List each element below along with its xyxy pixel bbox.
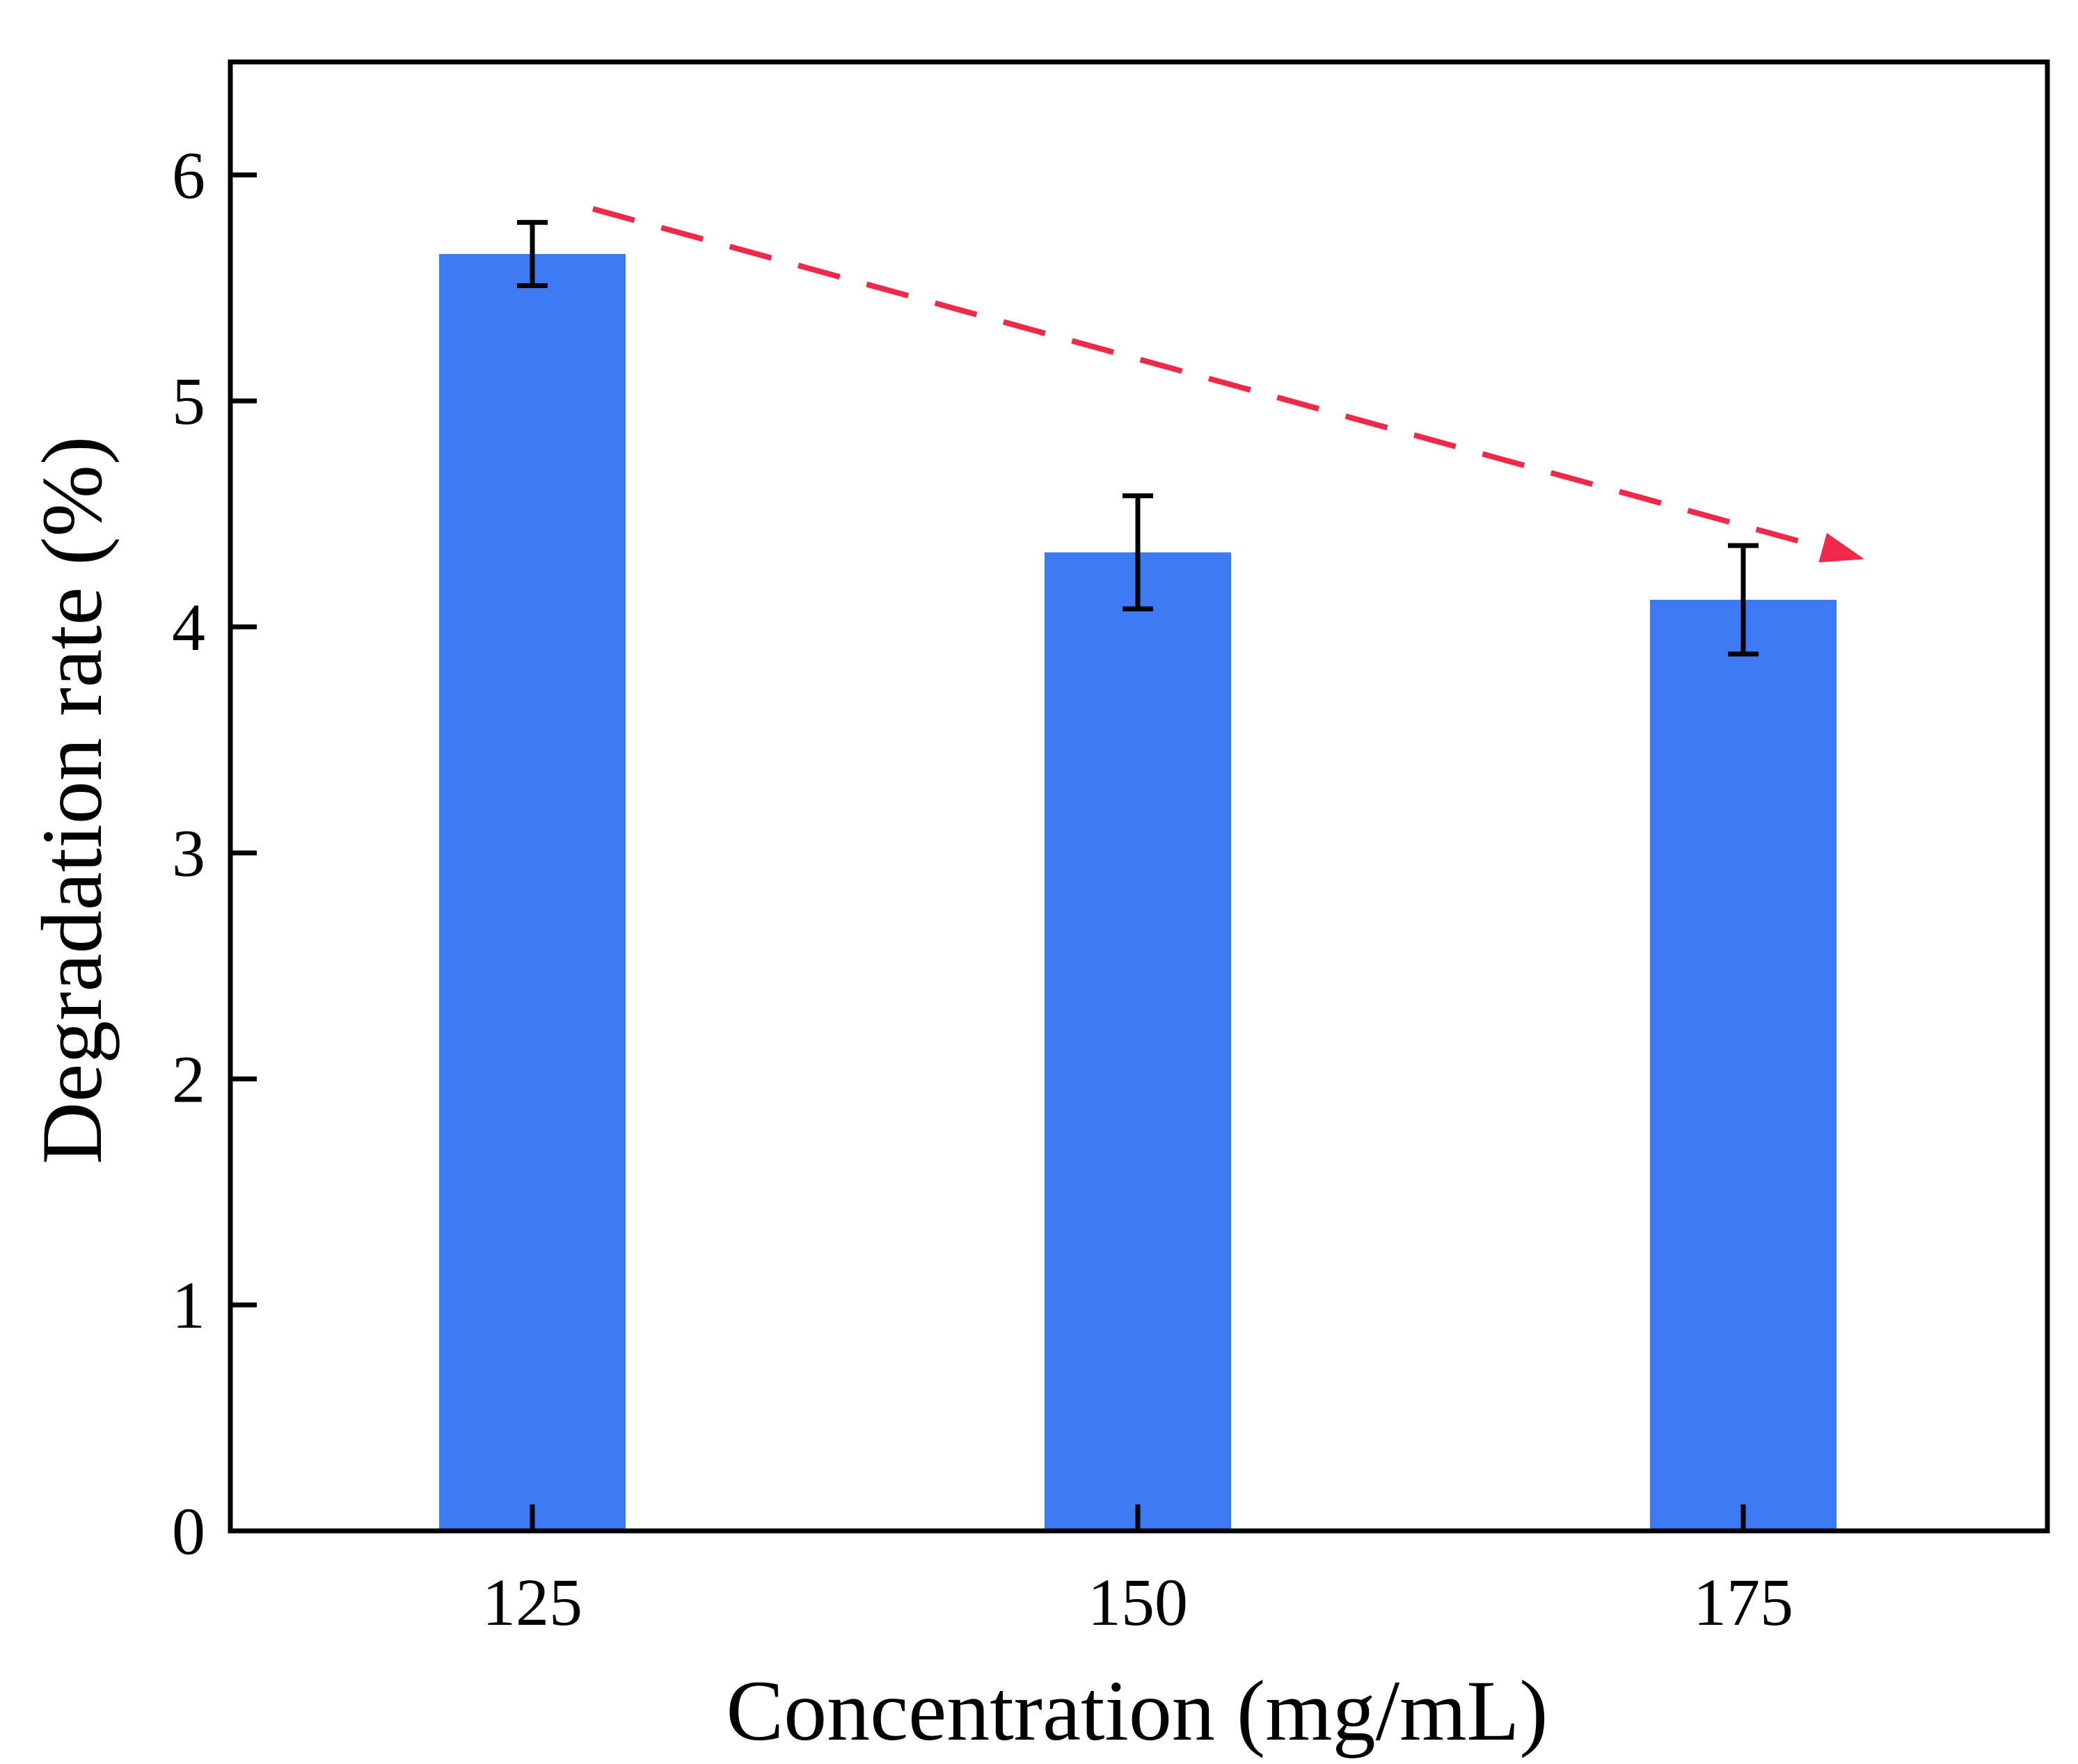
ticks-layer: 0 1 2 3 4 5 6 125 150 175 bbox=[172, 138, 1793, 1639]
bar-175 bbox=[1650, 599, 1837, 1532]
y-tick-label-4: 4 bbox=[172, 590, 205, 665]
error-bar-175 bbox=[1728, 543, 1759, 657]
x-axis-title: Concentration (mg/mL) bbox=[726, 1663, 1548, 1758]
x-tick-label-150: 150 bbox=[1088, 1565, 1188, 1639]
y-axis-title: Degradation rate (%) bbox=[24, 436, 120, 1165]
y-tick-label-3: 3 bbox=[172, 816, 205, 891]
y-tick-label-0: 0 bbox=[172, 1494, 205, 1568]
trend-arrow-line bbox=[592, 206, 1824, 550]
x-tick-label-175: 175 bbox=[1693, 1565, 1793, 1639]
y-tick-label-1: 1 bbox=[172, 1268, 205, 1342]
error-bar-125 bbox=[517, 220, 548, 289]
y-tick-label-6: 6 bbox=[172, 138, 205, 212]
bar-150 bbox=[1045, 552, 1231, 1531]
bar-125 bbox=[439, 254, 626, 1531]
y-tick-label-2: 2 bbox=[172, 1042, 205, 1116]
bars-layer bbox=[439, 254, 1837, 1532]
y-tick-label-5: 5 bbox=[172, 364, 205, 438]
x-tick-label-125: 125 bbox=[482, 1565, 582, 1639]
trend-arrow-layer bbox=[592, 206, 1864, 563]
error-bars-layer bbox=[517, 220, 1759, 657]
error-bar-150 bbox=[1123, 493, 1153, 612]
trend-arrow-head bbox=[1818, 532, 1864, 563]
